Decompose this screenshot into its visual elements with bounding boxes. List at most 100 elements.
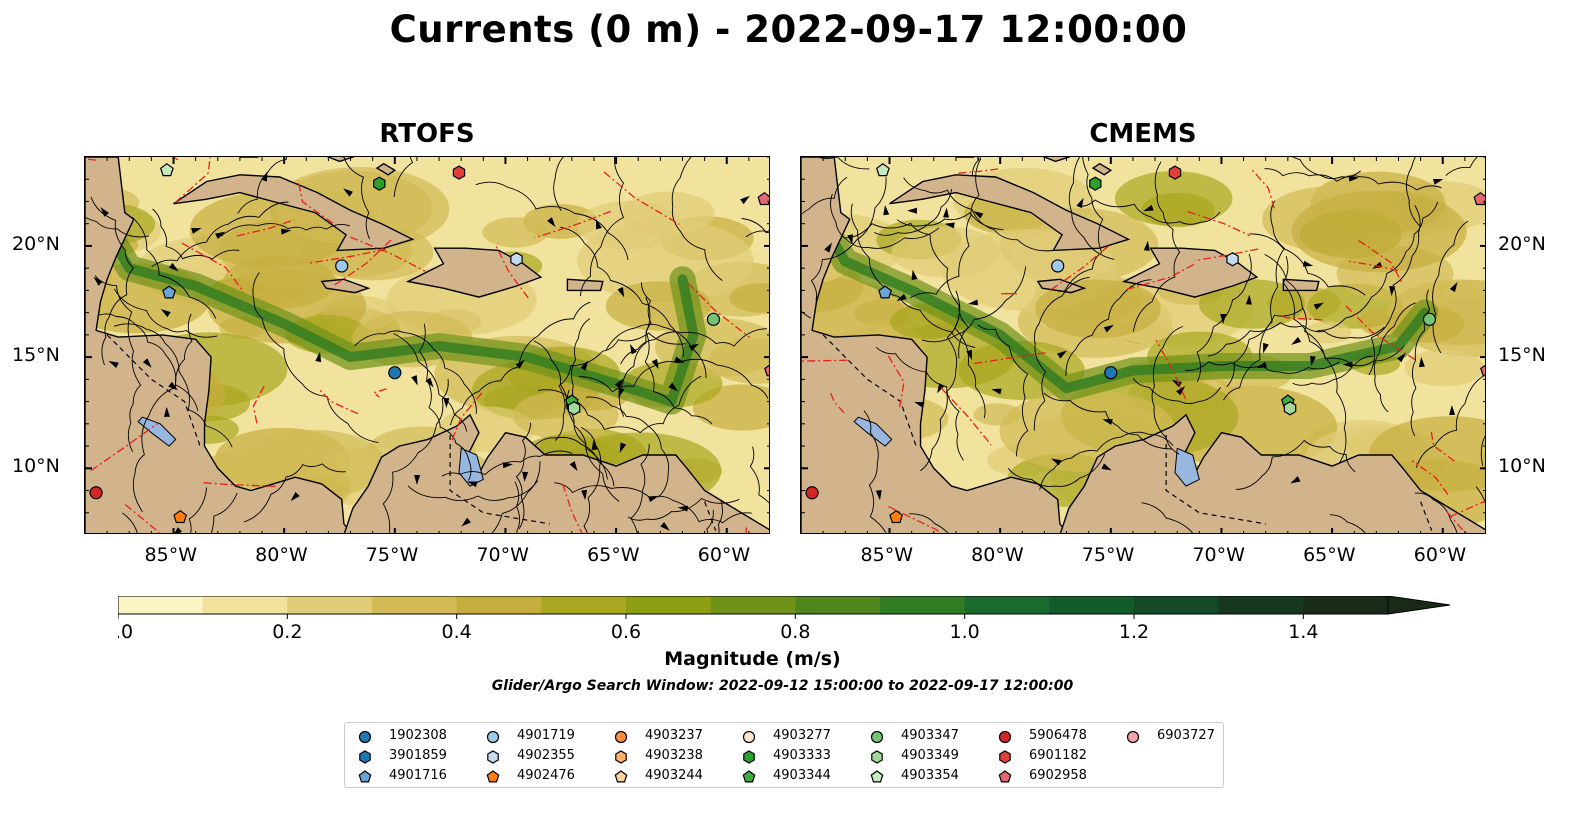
legend-label: 4903354 [901, 768, 959, 783]
platform-marker [388, 366, 402, 380]
platform-markers [89, 163, 769, 524]
legend-marker-shape [359, 750, 371, 764]
legend-marker [743, 750, 755, 764]
platform-marker [1480, 364, 1485, 377]
lon-tick-label: 75°W [365, 544, 419, 566]
legend-marker [614, 770, 628, 783]
colorbar-segment [710, 596, 796, 614]
colorbar-segment [1134, 596, 1220, 614]
colorbar-tick-label: 0.8 [780, 621, 810, 643]
search-window-note: Glider/Argo Search Window: 2022-09-12 15… [491, 678, 1074, 694]
legend-marker-shape [486, 730, 500, 744]
lon-tick-label: 80°W [255, 544, 308, 566]
platform-markers [805, 163, 1485, 524]
country-borders [822, 334, 1433, 531]
lat-tick-label: 10°N [12, 455, 60, 478]
lon-tick-label: 65°W [1303, 544, 1356, 566]
panel-title-cmems: CMEMS [1089, 119, 1197, 149]
legend-marker-shape [870, 730, 884, 744]
lat-tick-label: 20°N [12, 232, 60, 255]
legend-marker [487, 750, 499, 764]
map-ticks [801, 157, 1485, 533]
legend-marker-shape [614, 730, 628, 744]
legend-marker [615, 750, 627, 764]
legend-label: 4903333 [773, 748, 831, 763]
platform-marker [764, 364, 769, 377]
streamlines [85, 157, 769, 533]
colorbar-tick-label: 1.0 [950, 621, 980, 643]
platform-marker [805, 486, 819, 500]
lon-tick-label: 65°W [587, 544, 640, 566]
platform-marker [452, 165, 466, 180]
legend-label: 4903277 [773, 728, 831, 743]
legend-label: 3901859 [389, 748, 447, 763]
panel-title-rtofs: RTOFS [379, 119, 475, 149]
platform-legend: 1902308 3901859 4901716 4901719 4902355 49024… [344, 722, 1224, 788]
platform-marker [510, 252, 523, 267]
legend-marker [486, 730, 500, 744]
lat-tick-label: 20°N [1498, 232, 1546, 255]
lat-tick-label: 10°N [1498, 455, 1546, 478]
lon-tick-label: 75°W [1081, 544, 1135, 566]
legend-marker-shape [358, 730, 372, 744]
legend-marker-shape [486, 770, 500, 783]
legend-marker-shape [742, 770, 756, 783]
colorbar-segment [287, 596, 373, 614]
legend-label: 4903344 [773, 768, 831, 783]
legend-marker [359, 750, 371, 764]
platform-marker [889, 509, 904, 524]
platform-marker [159, 163, 174, 177]
platform-marker [567, 401, 581, 416]
platform-marker [373, 176, 386, 191]
legend-label: 6902958 [1029, 768, 1087, 783]
legend-label: 4903237 [645, 728, 703, 743]
legend-marker [870, 730, 884, 744]
lon-tick-label: 60°W [697, 544, 751, 566]
eez-boundaries [801, 167, 1485, 533]
lon-tick-label: 80°W [971, 544, 1024, 566]
legend-label: 4902476 [517, 768, 575, 783]
legend-label: 4901719 [517, 728, 575, 743]
platform-marker [875, 163, 890, 177]
legend-marker [870, 770, 884, 783]
colorbar-segment [541, 596, 627, 614]
colorbar-segment [964, 596, 1050, 614]
colorbar-segment [118, 596, 204, 614]
legend-marker-shape [615, 750, 627, 764]
legend-marker [871, 750, 883, 764]
legend-marker-shape [743, 750, 755, 764]
legend-label: 6903727 [1157, 728, 1215, 743]
colorbar-tick-label: 0.6 [611, 621, 641, 643]
lon-tick-label: 85°W [144, 544, 197, 566]
colorbar-tick-label: 0.0 [118, 621, 133, 643]
legend-label: 6901182 [1029, 748, 1087, 763]
colorbar: 0.0 0.2 0.4 0.6 0.8 1.0 1.2 1.4 [103, 595, 1458, 650]
legend-marker [358, 770, 372, 783]
legend-label: 4903349 [901, 748, 959, 763]
colorbar-tick-label: 1.2 [1119, 621, 1149, 643]
platform-marker [1226, 252, 1239, 267]
lon-tick-label: 70°W [1192, 544, 1245, 566]
legend-label: 4903347 [901, 728, 959, 743]
colorbar-segment [202, 596, 288, 614]
colorbar-tick-label: 1.4 [1288, 621, 1318, 643]
legend-marker-shape [998, 730, 1012, 744]
legend-marker-shape [614, 770, 628, 783]
colorbar-tick-label: 0.2 [272, 621, 302, 643]
map-ticks [85, 157, 769, 533]
legend-marker-shape [358, 770, 372, 783]
colorbar-segment [1218, 596, 1304, 614]
legend-marker-shape [870, 770, 884, 783]
legend-marker [999, 750, 1011, 764]
legend-marker [358, 730, 372, 744]
colorbar-extend-arrow [1387, 595, 1451, 615]
colorbar-segment [1049, 596, 1135, 614]
lon-tick-label: 70°W [476, 544, 529, 566]
colorbar-segment [1303, 596, 1389, 614]
legend-marker [486, 770, 500, 783]
legend-marker [742, 730, 756, 744]
platform-marker [1283, 401, 1297, 416]
platform-marker [757, 191, 769, 206]
eez-boundaries [85, 157, 751, 533]
platform-marker [1422, 312, 1437, 326]
